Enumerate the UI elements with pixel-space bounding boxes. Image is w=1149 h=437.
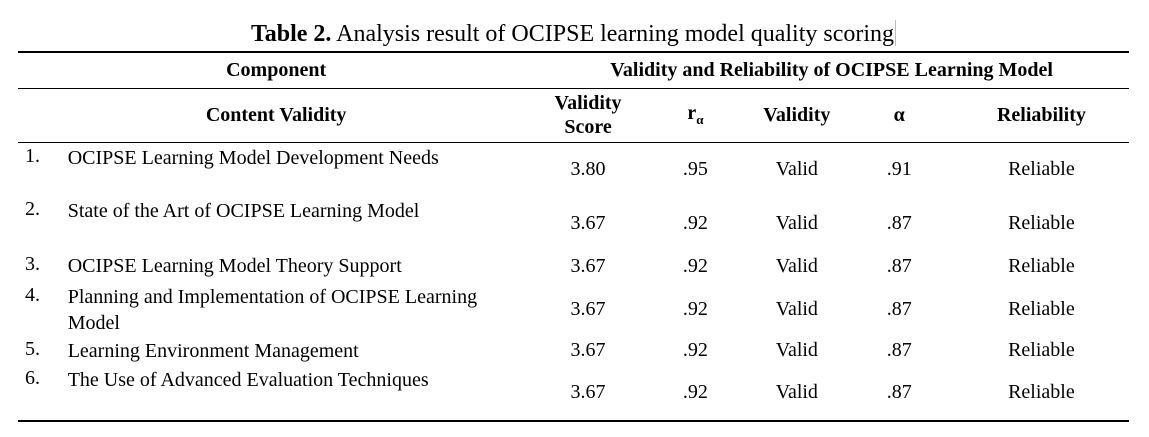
component-name: OCIPSE Learning Model Theory Support (67, 255, 402, 277)
alpha-value: .87 (886, 339, 912, 361)
header-row-2: Content Validity Validity Score rα Valid… (18, 88, 1129, 142)
table-row: 6. The Use of Advanced Evaluation Techniq… (18, 365, 1129, 421)
validity-status: Valid (775, 381, 818, 403)
header-group: Validity and Reliability of OCIPSE Learn… (610, 58, 1053, 81)
validity-status: Valid (775, 157, 818, 180)
validity-score: 3.67 (570, 381, 606, 403)
header-alpha: α (893, 103, 905, 126)
header-reliability: Reliability (996, 103, 1086, 126)
row-number: 6. (25, 367, 40, 389)
alpha-value: .91 (886, 157, 912, 180)
component-name: The Use of Advanced Evaluation Technique… (67, 369, 429, 391)
alpha-value: .87 (886, 297, 912, 320)
table-row: 3. OCIPSE Learning Model Theory Support 3.… (18, 251, 1129, 282)
header-r-alpha: rα (642, 88, 749, 142)
table-row: 4. Planning and Implementation of OCIPSE … (18, 282, 1129, 336)
alpha-value: .87 (886, 255, 912, 277)
reliability-status: Reliable (1008, 339, 1075, 361)
reliability-status: Reliable (1008, 381, 1075, 403)
row-number: 1. (25, 144, 40, 167)
reliability-status: Reliable (1008, 297, 1075, 320)
table-caption: Table 2. Analysis result of OCIPSE learn… (18, 20, 1129, 48)
component-name: OCIPSE Learning Model Development Needs (67, 146, 439, 169)
validity-score: 3.67 (570, 297, 606, 320)
reliability-status: Reliable (1008, 157, 1075, 180)
caption-text: Analysis result of OCIPSE learning model… (331, 21, 895, 47)
reliability-status: Reliable (1008, 255, 1075, 277)
validity-score: 3.67 (570, 212, 606, 234)
caption-label: Table 2. (250, 21, 332, 47)
table-row: 1. OCIPSE Learning Model Development Need… (18, 142, 1129, 196)
r-alpha-value: .92 (682, 297, 708, 320)
r-subscript: α (696, 112, 704, 127)
row-number: 5. (25, 338, 40, 360)
header-content-validity: Content Validity (205, 103, 347, 126)
row-number: 3. (25, 253, 40, 275)
alpha-value: .87 (886, 212, 912, 234)
results-table: Component Validity and Reliability of OC… (18, 51, 1129, 422)
validity-status: Valid (775, 255, 818, 277)
header-component: Component (226, 58, 327, 81)
component-name: State of the Art of OCIPSE Learning Mode… (67, 200, 420, 222)
alpha-value: .87 (886, 381, 912, 403)
validity-score: 3.67 (570, 339, 606, 361)
header-validity: Validity (763, 103, 831, 126)
validity-status: Valid (775, 339, 818, 361)
validity-score: 3.67 (570, 255, 606, 277)
component-name: Planning and Implementation of OCIPSE Le… (67, 286, 478, 334)
table-row: 5. Learning Environment Management 3.67 .92… (18, 336, 1129, 365)
header-validity-score: Validity Score (554, 92, 622, 138)
reliability-status: Reliable (1008, 212, 1075, 234)
text-cursor (895, 20, 897, 46)
validity-status: Valid (775, 212, 818, 234)
component-name: Learning Environment Management (67, 340, 359, 362)
row-number: 4. (25, 284, 40, 306)
r-alpha-value: .92 (682, 255, 708, 277)
table-row: 2. State of the Art of OCIPSE Learning Mo… (18, 196, 1129, 251)
r-alpha-value: .92 (682, 212, 708, 234)
header-row-1: Component Validity and Reliability of OC… (18, 52, 1129, 88)
r-alpha-value: .92 (682, 339, 708, 361)
r-alpha-value: .95 (682, 157, 708, 180)
r-label: r (687, 102, 697, 124)
validity-status: Valid (775, 297, 818, 320)
r-alpha-value: .92 (682, 381, 708, 403)
row-number: 2. (25, 198, 40, 220)
validity-score: 3.80 (570, 157, 606, 180)
